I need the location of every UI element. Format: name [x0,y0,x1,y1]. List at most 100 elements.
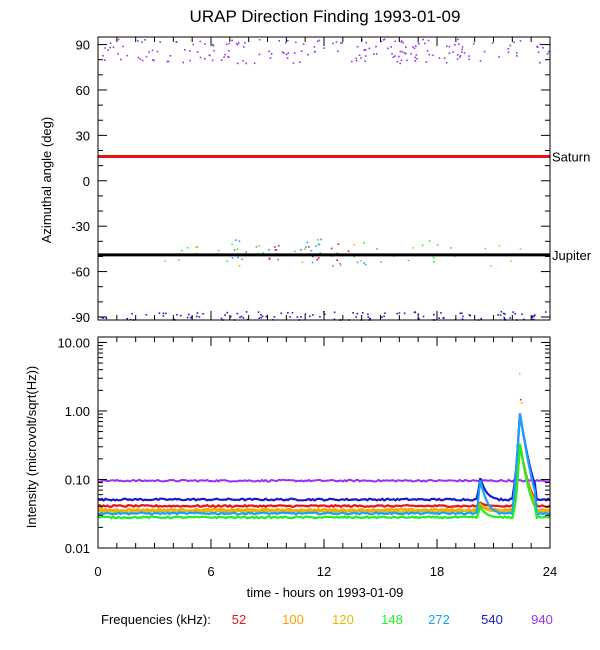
azimuth-point-940 [225,43,228,46]
azimuth-point-272 [306,241,308,244]
azimuth-point-940 [314,50,316,53]
azimuth-point-120 [238,264,241,267]
azimuth-point-540 [257,311,260,313]
azimuth-point-120 [339,264,342,267]
azimuth-point-148 [432,256,435,259]
azimuth-point-540 [179,314,182,317]
azimuth-point-940 [231,39,233,42]
azimuth-point-940 [415,54,418,56]
azimuth-point-940 [287,39,289,42]
chart-title: URAP Direction Finding 1993-01-09 [190,7,461,26]
azimuth-point-52 [308,246,310,248]
azimuth-point-940 [401,50,404,53]
azimuth-point-540 [509,317,511,319]
azimuth-point-540 [533,315,535,318]
azimuth-point-148 [318,243,321,246]
azimuth-point-940 [491,42,494,44]
intensity-axis-label: Intensity (microvolt/sqrt(Hz)) [24,366,39,529]
azimuth-point-940 [414,60,417,62]
azimuth-point-540 [497,314,499,316]
azimuth-point-940 [332,42,334,45]
azimuth-point-940 [184,49,186,51]
azimuth-point-940 [406,59,408,62]
azimuth-point-940 [281,51,284,53]
azimuth-point-940 [390,46,392,48]
azimuth-point-272 [300,249,302,251]
azimuth-point-272 [231,257,234,259]
azimuth-point-940 [516,55,518,57]
azimuth-point-540 [383,315,385,318]
azimuth-point-940 [104,59,106,61]
azimuth-point-148 [195,246,198,248]
azimuth-point-940 [351,60,353,63]
azimuth-point-540 [240,315,243,318]
azimuth-point-940 [463,52,466,54]
azimuth-point-940 [483,50,486,53]
time-xtick-label: 12 [317,564,331,579]
azimuth-point-540 [158,312,161,314]
azimuth-point-940 [392,56,395,58]
azimuth-point-940 [405,46,407,48]
azimuth-point-540 [260,316,262,319]
azimuth-point-940 [387,47,389,50]
azimuth-point-940 [363,49,365,51]
azimuth-point-52 [347,250,350,252]
azimuth-point-940 [445,62,448,64]
azimuth-point-940 [141,59,144,62]
azimuth-point-940 [211,59,214,62]
azimuth-point-940 [212,49,215,52]
azimuth-point-940 [507,48,510,50]
frequency-legend-item-120: 120 [332,612,354,627]
azimuth-point-540 [369,318,371,320]
azimuth-point-540 [261,315,264,318]
azimuth-point-940 [358,54,361,56]
azimuth-point-940 [457,43,460,45]
frequency-legend-item-148: 148 [381,612,403,627]
azimuth-point-120 [484,247,487,250]
azimuth-point-540 [236,312,239,315]
azimuth-point-940 [102,54,104,57]
azimuth-point-940 [323,47,325,49]
azimuth-point-940 [410,53,412,55]
jupiter-label: Jupiter [552,248,592,263]
azimuth-point-540 [461,312,463,314]
azimuth-point-940 [509,44,512,47]
azimuth-point-940 [236,62,239,65]
azimuth-ytick-label: -30 [71,219,90,234]
azimuth-point-940 [137,56,140,59]
azimuth-point-940 [117,53,119,55]
azimuth-point-940 [192,43,194,46]
azimuth-point-940 [302,43,305,45]
azimuth-point-120 [490,265,492,267]
azimuth-point-940 [426,50,429,52]
azimuth-point-540 [500,310,503,313]
azimuth-point-540 [162,315,165,317]
azimuth-point-940 [394,55,396,57]
azimuth-point-540 [514,312,516,315]
azimuth-point-940 [368,47,371,50]
azimuth-point-272 [274,249,276,251]
azimuth-point-540 [273,316,276,318]
azimuth-point-540 [438,317,440,319]
azimuth-point-940 [137,40,139,42]
azimuth-point-940 [151,49,154,52]
azimuth-point-940 [148,51,150,53]
azimuth-point-540 [289,316,291,318]
azimuth-point-940 [513,41,515,44]
azimuth-point-540 [230,315,232,318]
azimuth-point-272 [317,243,320,246]
azimuth-point-940 [452,51,454,53]
azimuth-ytick-label: 90 [76,38,90,53]
azimuth-point-940 [285,53,288,56]
azimuth-point-148 [376,248,378,250]
azimuth-point-940 [144,39,146,41]
azimuth-point-940 [399,50,402,53]
azimuth-point-940 [223,56,225,58]
azimuth-point-540 [309,315,311,318]
azimuth-axis-label: Azimuthal angle (deg) [39,117,54,243]
azimuth-point-52 [316,258,318,261]
azimuth-point-940 [189,50,191,52]
azimuth-point-148 [294,250,296,253]
azimuth-point-120 [164,260,166,262]
azimuth-point-272 [245,251,247,253]
